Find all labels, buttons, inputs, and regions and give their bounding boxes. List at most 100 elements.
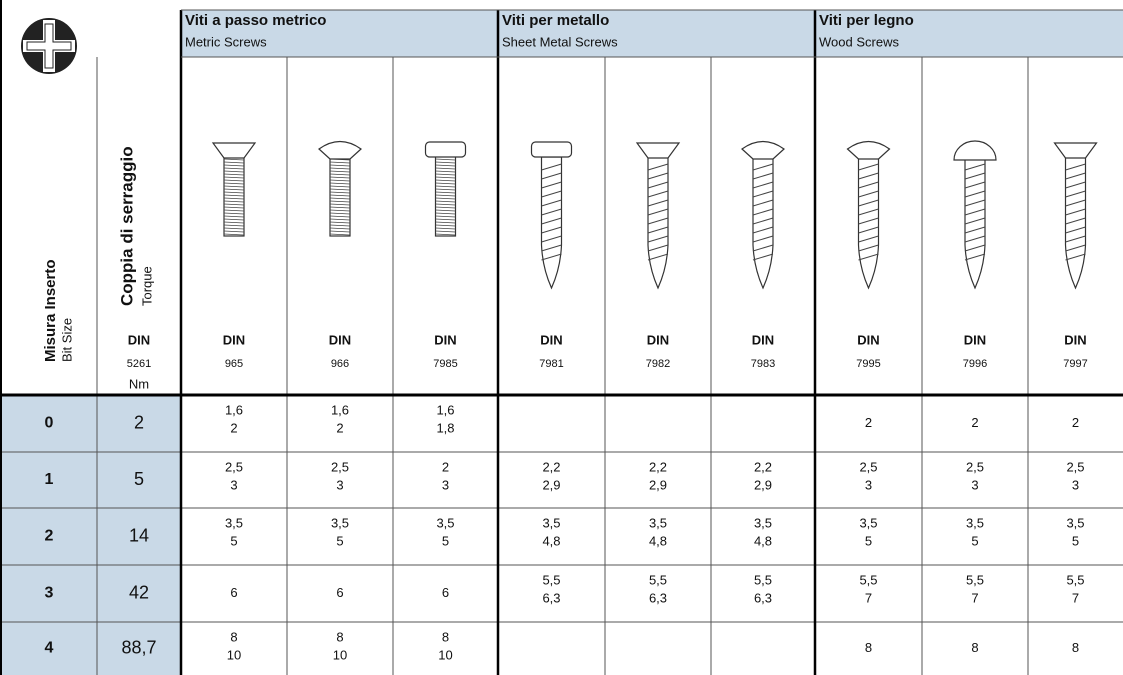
bit-size: 1 (45, 471, 54, 488)
screw-icon (211, 142, 257, 237)
thread (1065, 208, 1086, 216)
thread (329, 215, 351, 218)
cell-value: 1,6 (436, 402, 454, 417)
screw-din: DIN (540, 332, 562, 347)
thread (752, 199, 774, 207)
thread (435, 176, 456, 179)
thread (964, 190, 986, 198)
thread (752, 235, 774, 243)
cell-value: 3,5 (225, 515, 243, 530)
cell-value: 5,5 (649, 572, 667, 587)
thread (223, 158, 245, 161)
cell-value: 2 (336, 420, 343, 435)
thread (329, 173, 351, 176)
thread (964, 163, 986, 171)
thread (541, 190, 562, 198)
thread (223, 170, 245, 173)
cell-value: 6 (442, 585, 449, 600)
cell-value: 3 (1072, 477, 1079, 492)
thread (329, 170, 351, 173)
group-title: Viti per metallo (502, 12, 609, 29)
screw-din: DIN (1064, 332, 1086, 347)
cell-value: 2 (230, 420, 237, 435)
screw-din-number: 7996 (963, 358, 987, 370)
cell-value: 8 (442, 629, 449, 644)
screw-din: DIN (964, 332, 986, 347)
cell-value: 5 (971, 533, 978, 548)
screw-din-number: 7983 (751, 358, 775, 370)
cell-value: 3,5 (542, 515, 560, 530)
cell-value: 8 (865, 640, 872, 655)
torque-subtitle: Torque (139, 266, 154, 306)
thread (647, 244, 669, 252)
screw-shank (1064, 156, 1087, 290)
thread (647, 199, 669, 207)
thread (329, 188, 351, 191)
screw-shank (964, 156, 986, 290)
cell-value: 8 (230, 629, 237, 644)
screw-icon (846, 140, 891, 290)
screw-din: DIN (752, 332, 774, 347)
thread (435, 185, 456, 188)
thread (435, 224, 456, 227)
thread (329, 200, 351, 203)
thread (858, 199, 879, 207)
thread (329, 197, 351, 200)
screw-din-number: 966 (331, 358, 349, 370)
cell-value: 6,3 (542, 590, 560, 605)
thread (541, 235, 562, 243)
thread (647, 253, 669, 261)
cell-value: 7 (971, 590, 978, 605)
thread (223, 218, 245, 221)
cell-value: 7 (1072, 590, 1079, 605)
group-title: Viti a passo metrico (185, 12, 326, 29)
cell-value: 2,9 (754, 477, 772, 492)
cell-value: 4,8 (754, 533, 772, 548)
thread (1065, 190, 1086, 198)
cell-value: 7 (865, 590, 872, 605)
screw-icon (953, 140, 997, 290)
cell-value: 4,8 (649, 533, 667, 548)
group-title: Viti per legno (819, 12, 914, 29)
torque: 2 (134, 412, 144, 432)
thread (329, 218, 351, 221)
torque-din-number: 5261 (127, 358, 151, 370)
cell-value: 5,5 (859, 572, 877, 587)
thread (329, 227, 351, 230)
thread (329, 206, 351, 209)
thread (858, 190, 879, 198)
cell-value: 10 (333, 647, 347, 662)
thread (858, 163, 879, 171)
thread (964, 199, 986, 207)
thread (223, 185, 245, 188)
thread (223, 203, 245, 206)
screw-icon (318, 140, 362, 237)
cell-value: 5 (442, 533, 449, 548)
thread (964, 253, 986, 261)
cell-value: 3 (336, 477, 343, 492)
thread (329, 212, 351, 215)
thread (647, 208, 669, 216)
screw-icon (530, 141, 573, 290)
thread (752, 190, 774, 198)
thread (435, 158, 456, 161)
thread (964, 235, 986, 243)
screw-icon (1053, 142, 1098, 290)
thread (223, 224, 245, 227)
group-subtitle: Sheet Metal Screws (502, 34, 618, 49)
thread (1065, 181, 1086, 189)
screw-din-number: 965 (225, 358, 243, 370)
cell-value: 3 (971, 477, 978, 492)
thread (1065, 253, 1086, 261)
cell-value: 6,3 (754, 590, 772, 605)
cell-value: 1,8 (436, 420, 454, 435)
screw-icon (635, 142, 681, 290)
thread (858, 244, 879, 252)
cell-value: 3,5 (859, 515, 877, 530)
thread (329, 224, 351, 227)
thread (329, 185, 351, 188)
screw-din: DIN (857, 332, 879, 347)
key-column-bg (0, 395, 181, 675)
torque: 42 (129, 582, 149, 602)
thread (752, 172, 774, 180)
